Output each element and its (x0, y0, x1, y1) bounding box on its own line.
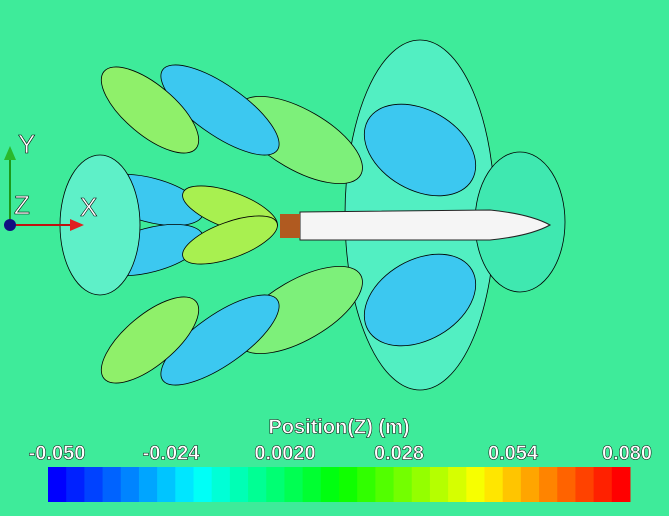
contour (363, 103, 477, 197)
contour-field (59, 39, 566, 391)
color-band (411, 467, 431, 502)
axis-label: Y (18, 129, 35, 159)
tick-label: -0.050 (29, 442, 86, 464)
color-band (84, 467, 104, 502)
color-band (557, 467, 576, 502)
color-band (339, 467, 358, 502)
tick-label: -0.024 (143, 442, 201, 464)
color-band (448, 467, 467, 502)
color-band (611, 467, 631, 502)
color-band (393, 467, 413, 502)
axis-triad: Y Z X (4, 129, 98, 231)
color-band (157, 467, 176, 502)
tick-label: 0.0020 (254, 442, 315, 464)
contour (100, 296, 200, 384)
contour (160, 294, 280, 386)
color-band (266, 467, 285, 502)
color-band (248, 467, 267, 502)
color-band (357, 467, 376, 502)
color-band (302, 467, 322, 502)
tick-label: 0.054 (488, 442, 539, 464)
stern-wake (280, 214, 300, 238)
contour (363, 253, 477, 347)
color-band (66, 467, 85, 502)
contour (160, 64, 280, 156)
color-band (320, 467, 340, 502)
tick-label: 0.028 (374, 442, 424, 464)
legend-title: Position(Z) (m) (268, 416, 409, 438)
z-axis-dot (4, 219, 16, 231)
color-band (429, 467, 449, 502)
x-arrowhead (70, 219, 84, 231)
color-band (138, 467, 158, 502)
color-band (502, 467, 522, 502)
color-band (575, 467, 595, 502)
color-band (48, 467, 67, 502)
color-band (593, 467, 613, 502)
y-arrowhead (4, 146, 16, 160)
color-band (211, 467, 231, 502)
color-band (484, 467, 504, 502)
contour (100, 66, 200, 154)
color-band (466, 467, 485, 502)
axis-label: Z (14, 190, 30, 220)
color-band (520, 467, 540, 502)
color-band (229, 467, 249, 502)
color-band (193, 467, 213, 502)
tick-label: 0.080 (602, 442, 652, 464)
color-band (284, 467, 304, 502)
hull (299, 209, 552, 241)
color-band (375, 467, 395, 502)
color-band (175, 467, 194, 502)
axis-label: X (80, 192, 97, 222)
color-band (102, 467, 122, 502)
color-band (120, 467, 140, 502)
contour (182, 215, 278, 265)
color-legend: Position(Z) (m) -0.050 -0.024 0.0020 0.028 0… (28, 416, 652, 502)
color-band (539, 467, 558, 502)
